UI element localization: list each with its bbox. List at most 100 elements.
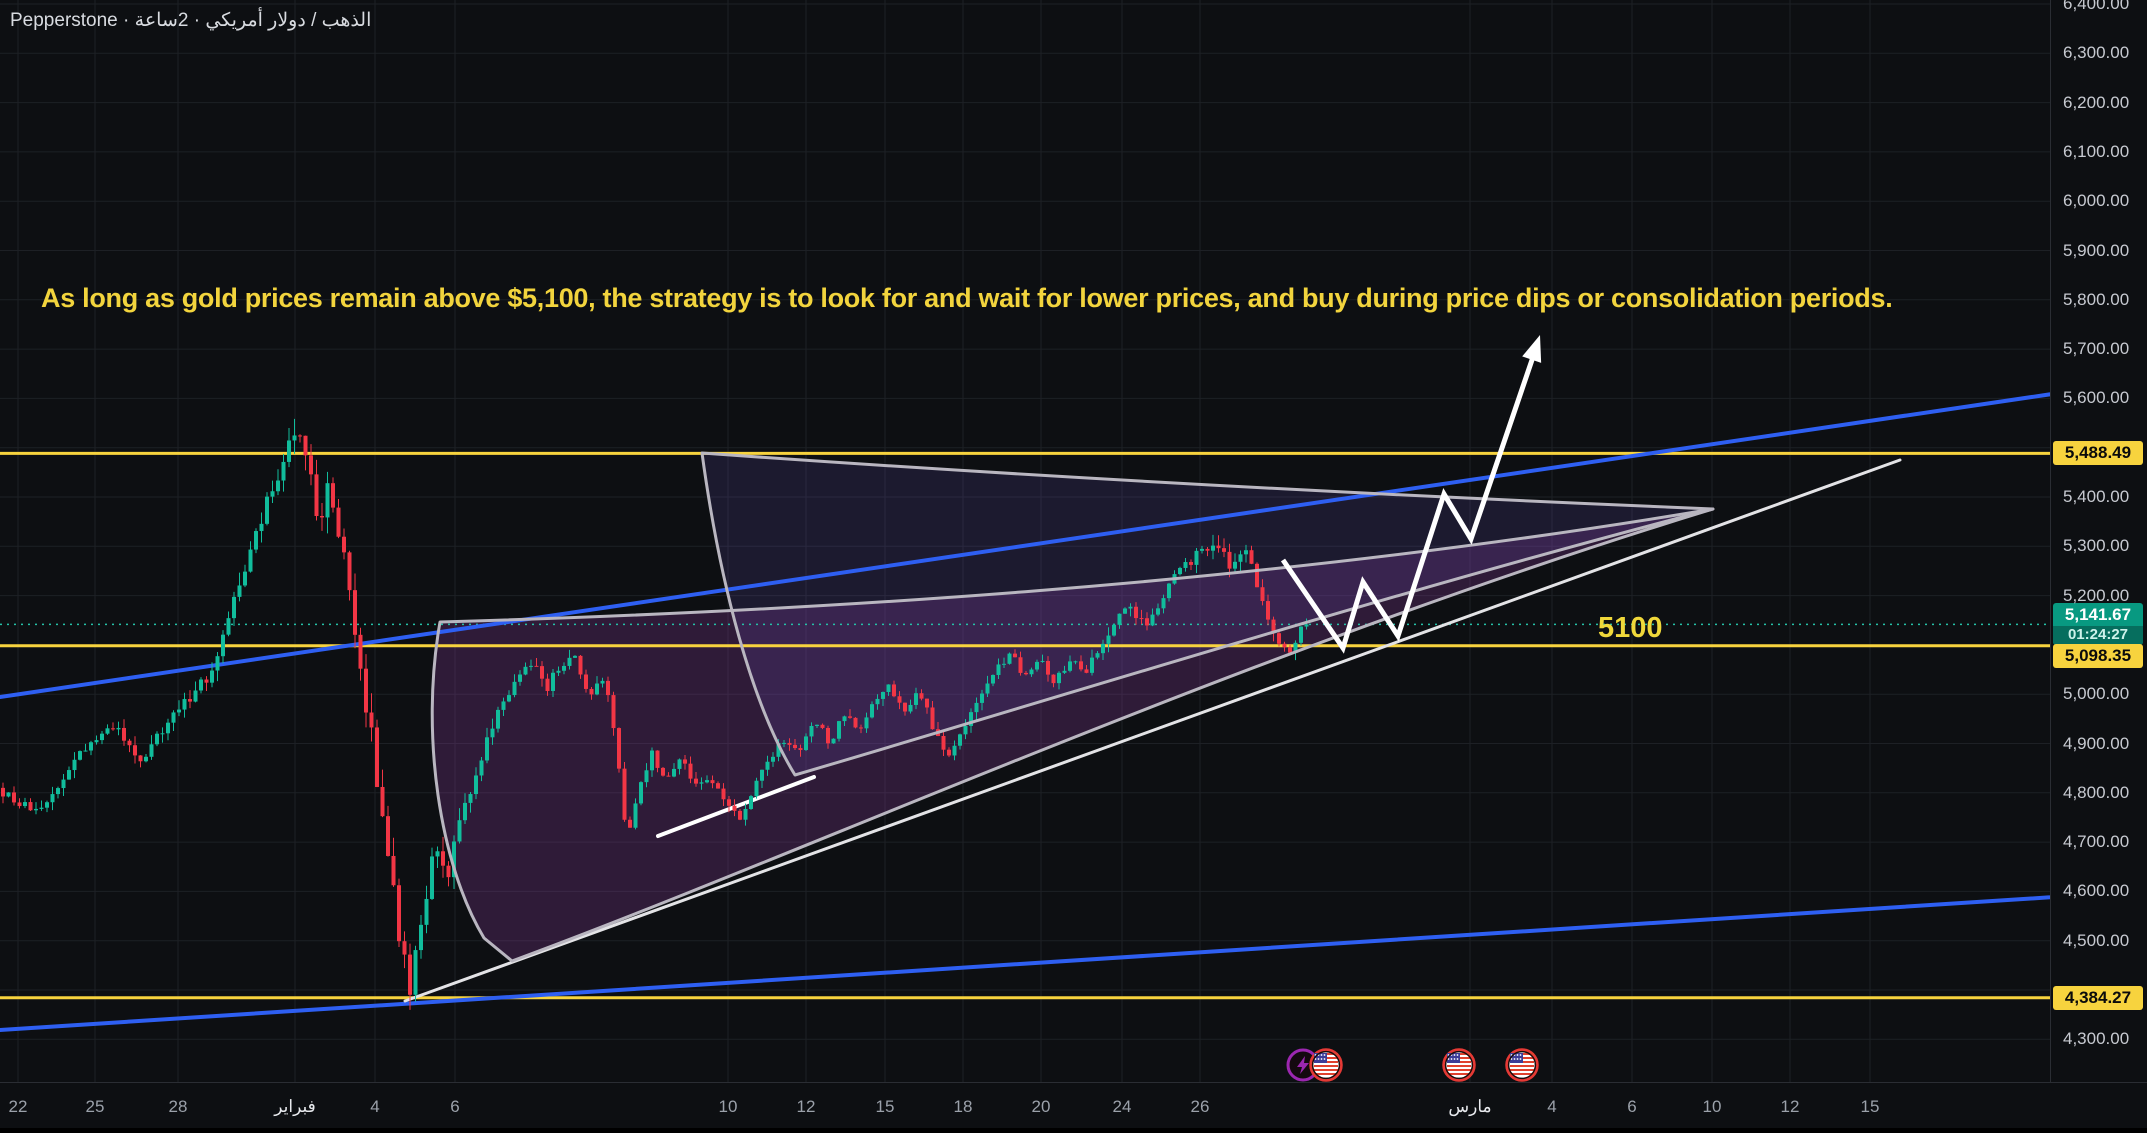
time-tick-label: 6	[1627, 1097, 1637, 1116]
candle-body	[83, 750, 88, 752]
candle-body	[611, 695, 616, 729]
candle-body	[974, 702, 979, 713]
candle-body	[457, 820, 462, 842]
us-flag-event-icon[interactable]	[1309, 1048, 1343, 1082]
time-tick-label: 10	[718, 1097, 738, 1116]
candle-body	[771, 756, 775, 762]
symbol-title[interactable]: الذهب / دولار أمريكي · 2ساعة · Peppersto…	[10, 10, 372, 31]
candle-body	[1134, 606, 1138, 619]
candle-body	[892, 684, 896, 697]
candle-body	[688, 763, 693, 779]
strategy-annotation-text[interactable]: As long as gold prices remain above $5,1…	[41, 283, 1893, 313]
time-tick-label: 22	[8, 1097, 28, 1116]
candle-body	[67, 770, 71, 780]
candle-body	[754, 780, 759, 797]
candle-body	[798, 748, 803, 750]
price-tick-label: 6,000.00	[2063, 191, 2130, 211]
candle-body	[826, 727, 830, 744]
long-support-line[interactable]	[403, 458, 1902, 1003]
candle-body	[391, 855, 396, 886]
right-funnel-border[interactable]	[700, 451, 1715, 777]
candle-body	[353, 590, 357, 635]
candle-body	[221, 634, 225, 657]
candle-body	[628, 819, 632, 828]
candle-body	[815, 724, 819, 726]
candle-body	[17, 802, 22, 807]
candle-body	[996, 664, 1001, 675]
candle-body	[1112, 624, 1116, 636]
candle-body	[842, 716, 847, 722]
candle-body	[809, 725, 814, 737]
candle-body	[270, 491, 275, 497]
candle-body	[402, 941, 407, 955]
right-funnel-fill[interactable]	[702, 453, 1713, 775]
candle-body	[1167, 583, 1171, 599]
price-tick-label: 5,700.00	[2063, 339, 2130, 359]
price-tick-label: 4,600.00	[2063, 881, 2130, 901]
time-tick-label: 12	[796, 1097, 816, 1116]
flag-inner-ring	[1444, 1050, 1474, 1080]
candle-body	[683, 759, 687, 764]
level-5100-label[interactable]: 5100	[1598, 612, 1663, 644]
candle-body	[1007, 653, 1012, 664]
candle-body	[1090, 657, 1094, 673]
us-flag-event-icon[interactable]	[1505, 1048, 1539, 1082]
projection-zigzag[interactable]	[1280, 356, 1536, 654]
upper-blue-channel[interactable]	[0, 380, 2147, 699]
price-axis[interactable]: 5,141.67 01:24:27 6,400.00 6,300.00 6,200.…	[2050, 0, 2147, 1082]
candle-body	[237, 585, 242, 597]
candle-body	[138, 755, 143, 762]
candle-body	[925, 698, 929, 708]
candle-body	[518, 674, 522, 682]
flag-star	[1320, 1054, 1323, 1056]
candle-body	[452, 841, 456, 878]
candle-body	[496, 709, 500, 729]
us-flag-event-icon[interactable]	[1442, 1048, 1476, 1082]
time-tick-label: 25	[85, 1097, 105, 1116]
flag-star	[1320, 1058, 1323, 1060]
candle-body	[721, 788, 726, 800]
lightning-event-icon[interactable]	[1286, 1048, 1320, 1082]
candle-body	[820, 724, 825, 728]
candle-body	[45, 802, 49, 808]
candle-body	[903, 702, 907, 712]
candle-body	[133, 745, 137, 756]
candle-body	[1029, 669, 1034, 675]
candle-body	[919, 693, 924, 699]
candle-body	[1079, 661, 1083, 670]
candle-body	[1205, 548, 1210, 551]
candle-body	[639, 782, 643, 804]
candle-body	[485, 737, 489, 761]
bar-countdown: 01:24:27	[2053, 626, 2143, 646]
candle-body	[1145, 618, 1149, 626]
time-axis[interactable]: 22 25 28 فبراير 4 6 10 12 15 18 20 24 26 مارس 4 6 10 12 15	[0, 1082, 2147, 1129]
time-tick-month-label: فبراير	[274, 1097, 316, 1116]
flag-stripe	[1510, 1069, 1534, 1071]
candle-body	[1073, 661, 1078, 663]
flag-stripe	[1510, 1065, 1534, 1067]
yellow-price-label: 4,384.27	[2053, 985, 2143, 1010]
candle-body	[347, 552, 352, 591]
time-tick-label: 24	[1112, 1097, 1132, 1116]
candle-body	[1227, 551, 1232, 569]
candle-body	[50, 794, 55, 803]
candle-body	[441, 851, 445, 866]
candle-body	[468, 794, 473, 803]
projection-arrowhead[interactable]	[1522, 335, 1542, 363]
candle-body	[1161, 598, 1166, 609]
candle-body	[34, 808, 38, 811]
candle-body	[446, 865, 451, 878]
lower-blue-channel[interactable]	[0, 891, 2147, 1032]
candle-body	[831, 738, 836, 744]
candle-body	[1101, 643, 1105, 654]
price-tick-label: 5,800.00	[2063, 289, 2130, 309]
flag-inner-ring	[1311, 1050, 1341, 1080]
flag-stripe	[1314, 1065, 1338, 1067]
candle-body	[914, 693, 918, 705]
price-tick-label: 4,800.00	[2063, 782, 2130, 802]
candle-body	[1255, 563, 1259, 588]
candle-body	[380, 786, 385, 817]
candle-body	[116, 727, 121, 730]
left-funnel-fill[interactable]	[432, 509, 1713, 961]
